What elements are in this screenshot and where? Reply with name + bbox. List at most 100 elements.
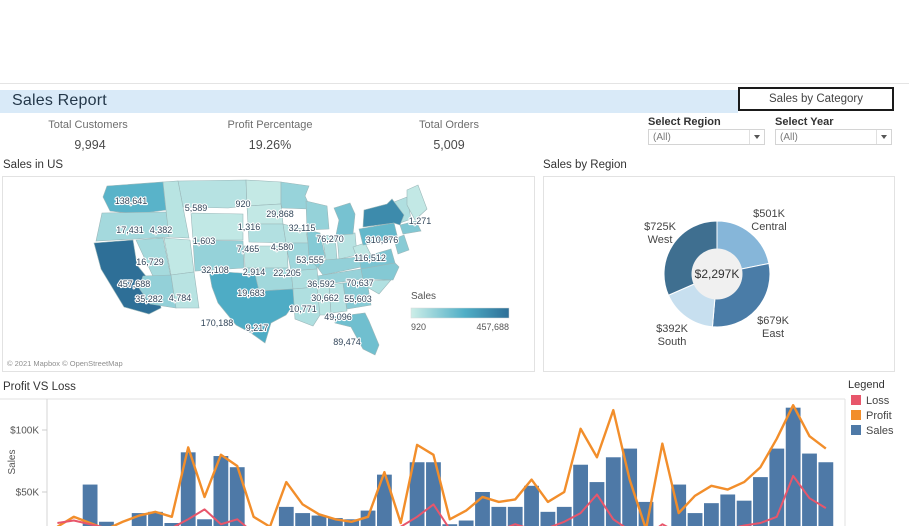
sales-bar[interactable] bbox=[524, 485, 539, 526]
sales-bar[interactable] bbox=[99, 521, 114, 526]
legend-label-sales: Sales bbox=[866, 425, 894, 437]
state-value-label-PA: 116,512 bbox=[354, 253, 386, 263]
state-value-label-IL: 53,555 bbox=[296, 255, 324, 265]
sales-by-region-panel: $2,297K $501K Central $679K East $392K South $7… bbox=[543, 176, 895, 372]
us-map-panel: 138,641 5,589 920 29,868 1,271 17,431 4,382 32,… bbox=[2, 176, 535, 372]
donut-value-south: $392K bbox=[656, 323, 688, 335]
sales-bar[interactable] bbox=[556, 506, 572, 526]
profit-line[interactable] bbox=[56, 403, 827, 526]
state-value-label-VA: 70,637 bbox=[346, 278, 374, 288]
sales-bar[interactable] bbox=[687, 513, 703, 526]
state-value-label-ND: 920 bbox=[235, 199, 250, 209]
state-shape-WI[interactable] bbox=[305, 200, 330, 231]
state-shape-AR[interactable] bbox=[290, 268, 320, 290]
state-shape-FL[interactable] bbox=[332, 312, 380, 356]
sales-bar[interactable] bbox=[720, 494, 736, 526]
sales-bar[interactable] bbox=[736, 500, 752, 526]
state-shape-AZ[interactable] bbox=[138, 274, 177, 309]
chart-legend-title: Legend bbox=[848, 379, 885, 391]
sales-bar[interactable] bbox=[409, 462, 425, 526]
header-band bbox=[0, 90, 738, 113]
sales-bar[interactable] bbox=[785, 407, 801, 526]
sales-bar[interactable] bbox=[442, 524, 458, 526]
state-shape-CO[interactable] bbox=[192, 239, 245, 272]
map-legend-min: 920 bbox=[411, 322, 426, 332]
sales-bar[interactable] bbox=[704, 503, 719, 526]
sales-bar[interactable] bbox=[605, 457, 621, 526]
sales-bar[interactable] bbox=[82, 484, 98, 526]
legend-label-profit: Profit bbox=[866, 410, 892, 422]
state-shape-MI[interactable] bbox=[333, 202, 356, 236]
state-value-label-NM: 4,784 bbox=[169, 293, 192, 303]
sales-bar[interactable] bbox=[180, 452, 196, 526]
state-value-label-AZ: 35,282 bbox=[135, 294, 163, 304]
kpi-profit-percentage-label: Profit Percentage bbox=[227, 119, 313, 131]
state-shape-NC[interactable] bbox=[360, 262, 400, 281]
map-legend-gradient bbox=[410, 307, 510, 319]
state-shape-VA[interactable] bbox=[358, 248, 396, 270]
state-shape-GA[interactable] bbox=[342, 280, 372, 310]
sales-bar[interactable] bbox=[491, 506, 507, 526]
sales-by-category-button[interactable]: Sales by Category bbox=[738, 87, 894, 111]
sales-bar[interactable] bbox=[148, 511, 163, 526]
sales-bar[interactable] bbox=[377, 474, 392, 526]
sales-bar[interactable] bbox=[164, 523, 180, 526]
state-shape[interactable] bbox=[393, 234, 410, 255]
dropdown-caret-icon[interactable] bbox=[749, 130, 764, 144]
state-value-label-MO: 22,205 bbox=[273, 268, 301, 278]
select-year-label: Select Year bbox=[775, 116, 834, 128]
sales-bar[interactable] bbox=[540, 511, 556, 526]
kpi-total-customers-label: Total Customers bbox=[48, 119, 128, 131]
select-year-dropdown[interactable]: (All) bbox=[775, 129, 892, 145]
donut-value-east: $679K bbox=[757, 315, 789, 327]
sales-bar[interactable] bbox=[589, 482, 605, 526]
dropdown-caret-icon[interactable] bbox=[876, 130, 891, 144]
state-value-label-WI: 32,115 bbox=[289, 223, 316, 233]
sales-bar[interactable] bbox=[458, 520, 474, 526]
sales-bar[interactable] bbox=[295, 513, 311, 526]
legend-swatch-profit bbox=[851, 410, 861, 420]
select-region-dropdown[interactable]: (All) bbox=[648, 129, 765, 145]
loss-line[interactable] bbox=[57, 474, 827, 526]
sales-bar[interactable] bbox=[213, 456, 229, 526]
state-shape-ND[interactable] bbox=[245, 179, 282, 207]
us-sales-choropleth[interactable]: 138,641 5,589 920 29,868 1,271 17,431 4,382 32,… bbox=[3, 177, 534, 371]
profit-vs-loss-chart[interactable]: $100K $50K Sales Legend Loss Profit Sales bbox=[0, 378, 909, 526]
state-shape-ME[interactable] bbox=[406, 184, 428, 221]
state-shape-PA[interactable] bbox=[358, 222, 399, 246]
state-value-label-NE: 7,465 bbox=[237, 244, 260, 254]
y-tick-label: $50K bbox=[16, 488, 40, 499]
state-value-label-ID: 4,382 bbox=[150, 225, 173, 235]
sales-bar[interactable] bbox=[802, 453, 817, 526]
state-value-label-MI: 76,270 bbox=[316, 234, 344, 244]
state-value-label-SD: 1,316 bbox=[238, 222, 261, 232]
sales-bar[interactable] bbox=[573, 464, 588, 526]
sales-bar[interactable] bbox=[229, 467, 245, 526]
state-shape-NY[interactable] bbox=[362, 198, 405, 228]
region-section-title: Sales by Region bbox=[543, 159, 627, 171]
state-shape-OR[interactable] bbox=[95, 211, 171, 242]
sales-bar[interactable] bbox=[753, 477, 768, 526]
state-shape-TX[interactable] bbox=[208, 270, 296, 344]
state-shape-ID[interactable] bbox=[162, 180, 190, 239]
sales-bar[interactable] bbox=[507, 506, 523, 526]
sales-bar[interactable] bbox=[311, 515, 327, 526]
sales-bar[interactable] bbox=[197, 519, 212, 526]
state-value-label-ME: 1,271 bbox=[409, 216, 432, 226]
state-shape-LA[interactable] bbox=[292, 286, 321, 327]
state-shape[interactable] bbox=[399, 220, 422, 235]
state-shape-NM[interactable] bbox=[170, 271, 200, 309]
donut-name-west: West bbox=[648, 234, 673, 246]
sales-bar[interactable] bbox=[360, 510, 376, 526]
state-value-label-MT: 5,589 bbox=[185, 203, 208, 213]
sales-bar[interactable] bbox=[818, 462, 834, 526]
kpi-profit-percentage-value: 19.26% bbox=[248, 138, 292, 152]
sales-bar[interactable] bbox=[278, 506, 294, 526]
state-value-label-OK: 19,683 bbox=[237, 288, 265, 298]
profit-loss-title: Profit VS Loss bbox=[3, 381, 76, 393]
state-shape-WY[interactable] bbox=[190, 212, 244, 241]
sales-bar[interactable] bbox=[327, 518, 343, 526]
donut-value-central: $501K bbox=[753, 208, 785, 220]
